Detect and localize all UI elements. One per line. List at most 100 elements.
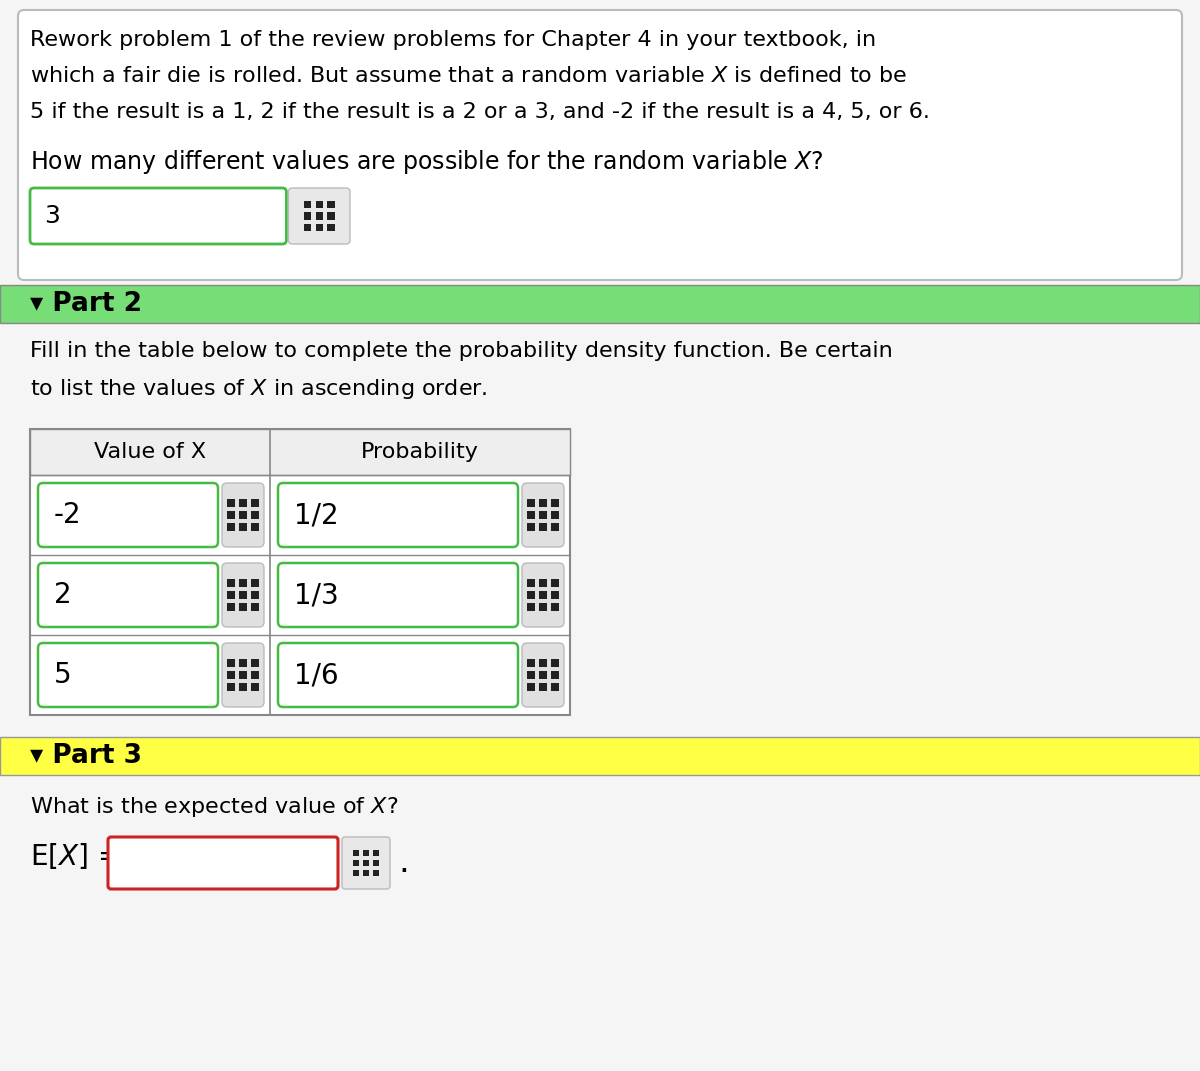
Bar xyxy=(527,511,534,518)
Bar xyxy=(539,659,547,666)
Bar xyxy=(373,860,379,866)
Bar xyxy=(527,578,534,587)
Bar xyxy=(227,591,234,599)
Text: Probability: Probability xyxy=(361,442,479,462)
Bar xyxy=(227,683,234,691)
Bar xyxy=(527,499,534,507)
Bar xyxy=(0,737,1200,775)
Bar xyxy=(552,511,559,518)
Bar xyxy=(539,578,547,587)
Bar xyxy=(30,429,570,476)
Bar xyxy=(239,499,247,507)
FancyBboxPatch shape xyxy=(342,838,390,889)
FancyBboxPatch shape xyxy=(222,563,264,627)
Text: How many different values are possible for the random variable $X$?: How many different values are possible f… xyxy=(30,148,824,176)
FancyBboxPatch shape xyxy=(108,838,338,889)
FancyBboxPatch shape xyxy=(38,483,218,547)
Bar xyxy=(552,672,559,679)
Bar xyxy=(373,870,379,876)
Bar xyxy=(227,659,234,666)
Bar xyxy=(252,524,259,531)
FancyBboxPatch shape xyxy=(38,563,218,627)
Bar xyxy=(252,578,259,587)
Bar xyxy=(552,578,559,587)
Bar xyxy=(316,200,323,208)
Bar xyxy=(362,850,370,856)
Bar xyxy=(552,499,559,507)
Bar xyxy=(539,524,547,531)
Text: -2: -2 xyxy=(54,501,82,529)
Bar xyxy=(328,224,335,231)
FancyBboxPatch shape xyxy=(38,643,218,707)
Bar xyxy=(527,672,534,679)
Bar xyxy=(239,603,247,612)
FancyBboxPatch shape xyxy=(18,10,1182,280)
Bar xyxy=(239,524,247,531)
Bar xyxy=(552,683,559,691)
Bar xyxy=(539,683,547,691)
Text: .: . xyxy=(398,846,409,879)
Bar xyxy=(316,224,323,231)
Bar xyxy=(539,511,547,518)
Bar xyxy=(552,591,559,599)
FancyBboxPatch shape xyxy=(278,483,518,547)
Bar xyxy=(362,860,370,866)
Text: E[$X$] =: E[$X$] = xyxy=(30,841,119,871)
Bar xyxy=(227,672,234,679)
Bar xyxy=(227,499,234,507)
Bar xyxy=(252,683,259,691)
Bar xyxy=(227,603,234,612)
FancyBboxPatch shape xyxy=(522,643,564,707)
Bar xyxy=(527,683,534,691)
FancyBboxPatch shape xyxy=(522,563,564,627)
Bar xyxy=(362,870,370,876)
FancyBboxPatch shape xyxy=(222,643,264,707)
Bar xyxy=(539,499,547,507)
Bar xyxy=(328,200,335,208)
Text: 1/6: 1/6 xyxy=(294,661,338,689)
Bar xyxy=(539,672,547,679)
Text: Rework problem 1 of the review problems for Chapter 4 in your textbook, in: Rework problem 1 of the review problems … xyxy=(30,30,876,50)
Bar xyxy=(252,659,259,666)
Bar xyxy=(252,603,259,612)
Text: 5 if the result is a 1, 2 if the result is a 2 or a 3, and -2 if the result is a: 5 if the result is a 1, 2 if the result … xyxy=(30,102,930,122)
Bar xyxy=(353,860,359,866)
FancyBboxPatch shape xyxy=(30,188,287,244)
Bar xyxy=(539,591,547,599)
Text: to list the values of $X$ in ascending order.: to list the values of $X$ in ascending o… xyxy=(30,377,487,401)
Bar xyxy=(0,285,1200,323)
Bar xyxy=(304,224,311,231)
Text: 3: 3 xyxy=(44,203,60,228)
Text: 5: 5 xyxy=(54,661,72,689)
Bar xyxy=(304,212,311,220)
Text: ▾ Part 2: ▾ Part 2 xyxy=(30,291,142,317)
Bar xyxy=(552,659,559,666)
Text: 1/3: 1/3 xyxy=(294,580,338,609)
Bar xyxy=(552,603,559,612)
Bar xyxy=(252,511,259,518)
Bar xyxy=(252,499,259,507)
Bar xyxy=(252,591,259,599)
Bar xyxy=(527,591,534,599)
Text: Fill in the table below to complete the probability density function. Be certain: Fill in the table below to complete the … xyxy=(30,341,893,361)
Text: which a fair die is rolled. But assume that a random variable $X$ is defined to : which a fair die is rolled. But assume t… xyxy=(30,66,907,86)
Bar xyxy=(353,850,359,856)
Bar xyxy=(239,578,247,587)
Bar xyxy=(316,212,323,220)
Text: Value of X: Value of X xyxy=(94,442,206,462)
Bar xyxy=(373,850,379,856)
Text: ▾ Part 3: ▾ Part 3 xyxy=(30,743,142,769)
Bar xyxy=(539,603,547,612)
Bar xyxy=(552,524,559,531)
FancyBboxPatch shape xyxy=(278,563,518,627)
Bar xyxy=(239,511,247,518)
Bar xyxy=(239,683,247,691)
Bar xyxy=(239,659,247,666)
Bar xyxy=(527,603,534,612)
Text: 2: 2 xyxy=(54,580,72,609)
FancyBboxPatch shape xyxy=(288,188,350,244)
Text: 1/2: 1/2 xyxy=(294,501,338,529)
Bar xyxy=(252,672,259,679)
Bar xyxy=(227,524,234,531)
Bar xyxy=(239,591,247,599)
